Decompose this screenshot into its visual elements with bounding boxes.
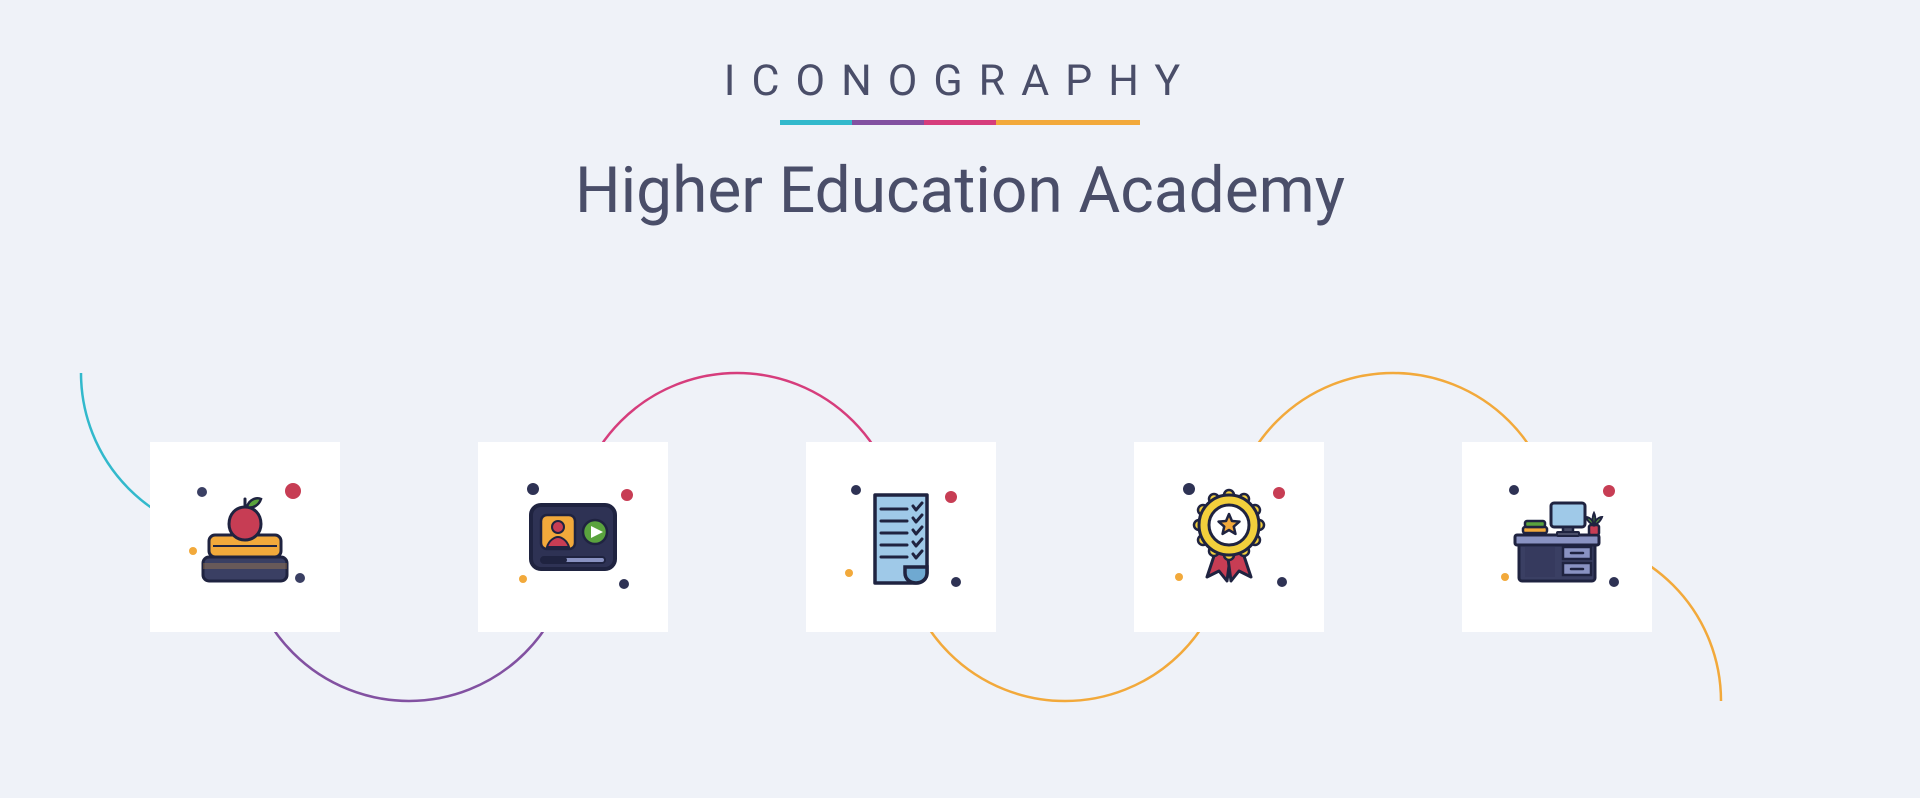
icon-card <box>478 442 668 632</box>
decorative-dot <box>1277 577 1287 587</box>
decorative-dot <box>519 575 527 583</box>
icon-card <box>1134 442 1324 632</box>
divider-seg <box>1068 120 1140 125</box>
decorative-dot <box>619 579 629 589</box>
decorative-dot <box>851 485 861 495</box>
decorative-dot <box>621 489 633 501</box>
brand-label: ICONOGRAPHY <box>0 56 1920 106</box>
divider-seg <box>780 120 852 125</box>
page-title: Higher Education Academy <box>0 153 1920 228</box>
office-desk-icon <box>1497 477 1617 597</box>
icon-card <box>150 442 340 632</box>
decorative-dot <box>295 573 305 583</box>
decorative-dot <box>527 483 539 495</box>
divider-seg <box>852 120 924 125</box>
decorative-dot <box>945 491 957 503</box>
decorative-dot <box>1273 487 1285 499</box>
icon-card <box>806 442 996 632</box>
divider-seg <box>924 120 996 125</box>
decorative-dot <box>1501 573 1509 581</box>
decorative-dot <box>189 547 197 555</box>
books-apple-icon <box>185 477 305 597</box>
decorative-dot <box>951 577 961 587</box>
decorative-dot <box>197 487 207 497</box>
brand-divider <box>0 120 1920 125</box>
award-badge-icon <box>1169 477 1289 597</box>
divider-seg <box>996 120 1068 125</box>
decorative-dot <box>1609 577 1619 587</box>
decorative-dot <box>1509 485 1519 495</box>
decorative-dot <box>285 483 301 499</box>
decorative-dot <box>845 569 853 577</box>
checklist-icon <box>841 477 961 597</box>
icon-card-row <box>0 442 1920 632</box>
decorative-dot <box>1183 483 1195 495</box>
icon-card <box>1462 442 1652 632</box>
decorative-dot <box>1175 573 1183 581</box>
decorative-dot <box>1603 485 1615 497</box>
header: ICONOGRAPHY Higher Education Academy <box>0 0 1920 228</box>
video-lesson-icon <box>513 477 633 597</box>
